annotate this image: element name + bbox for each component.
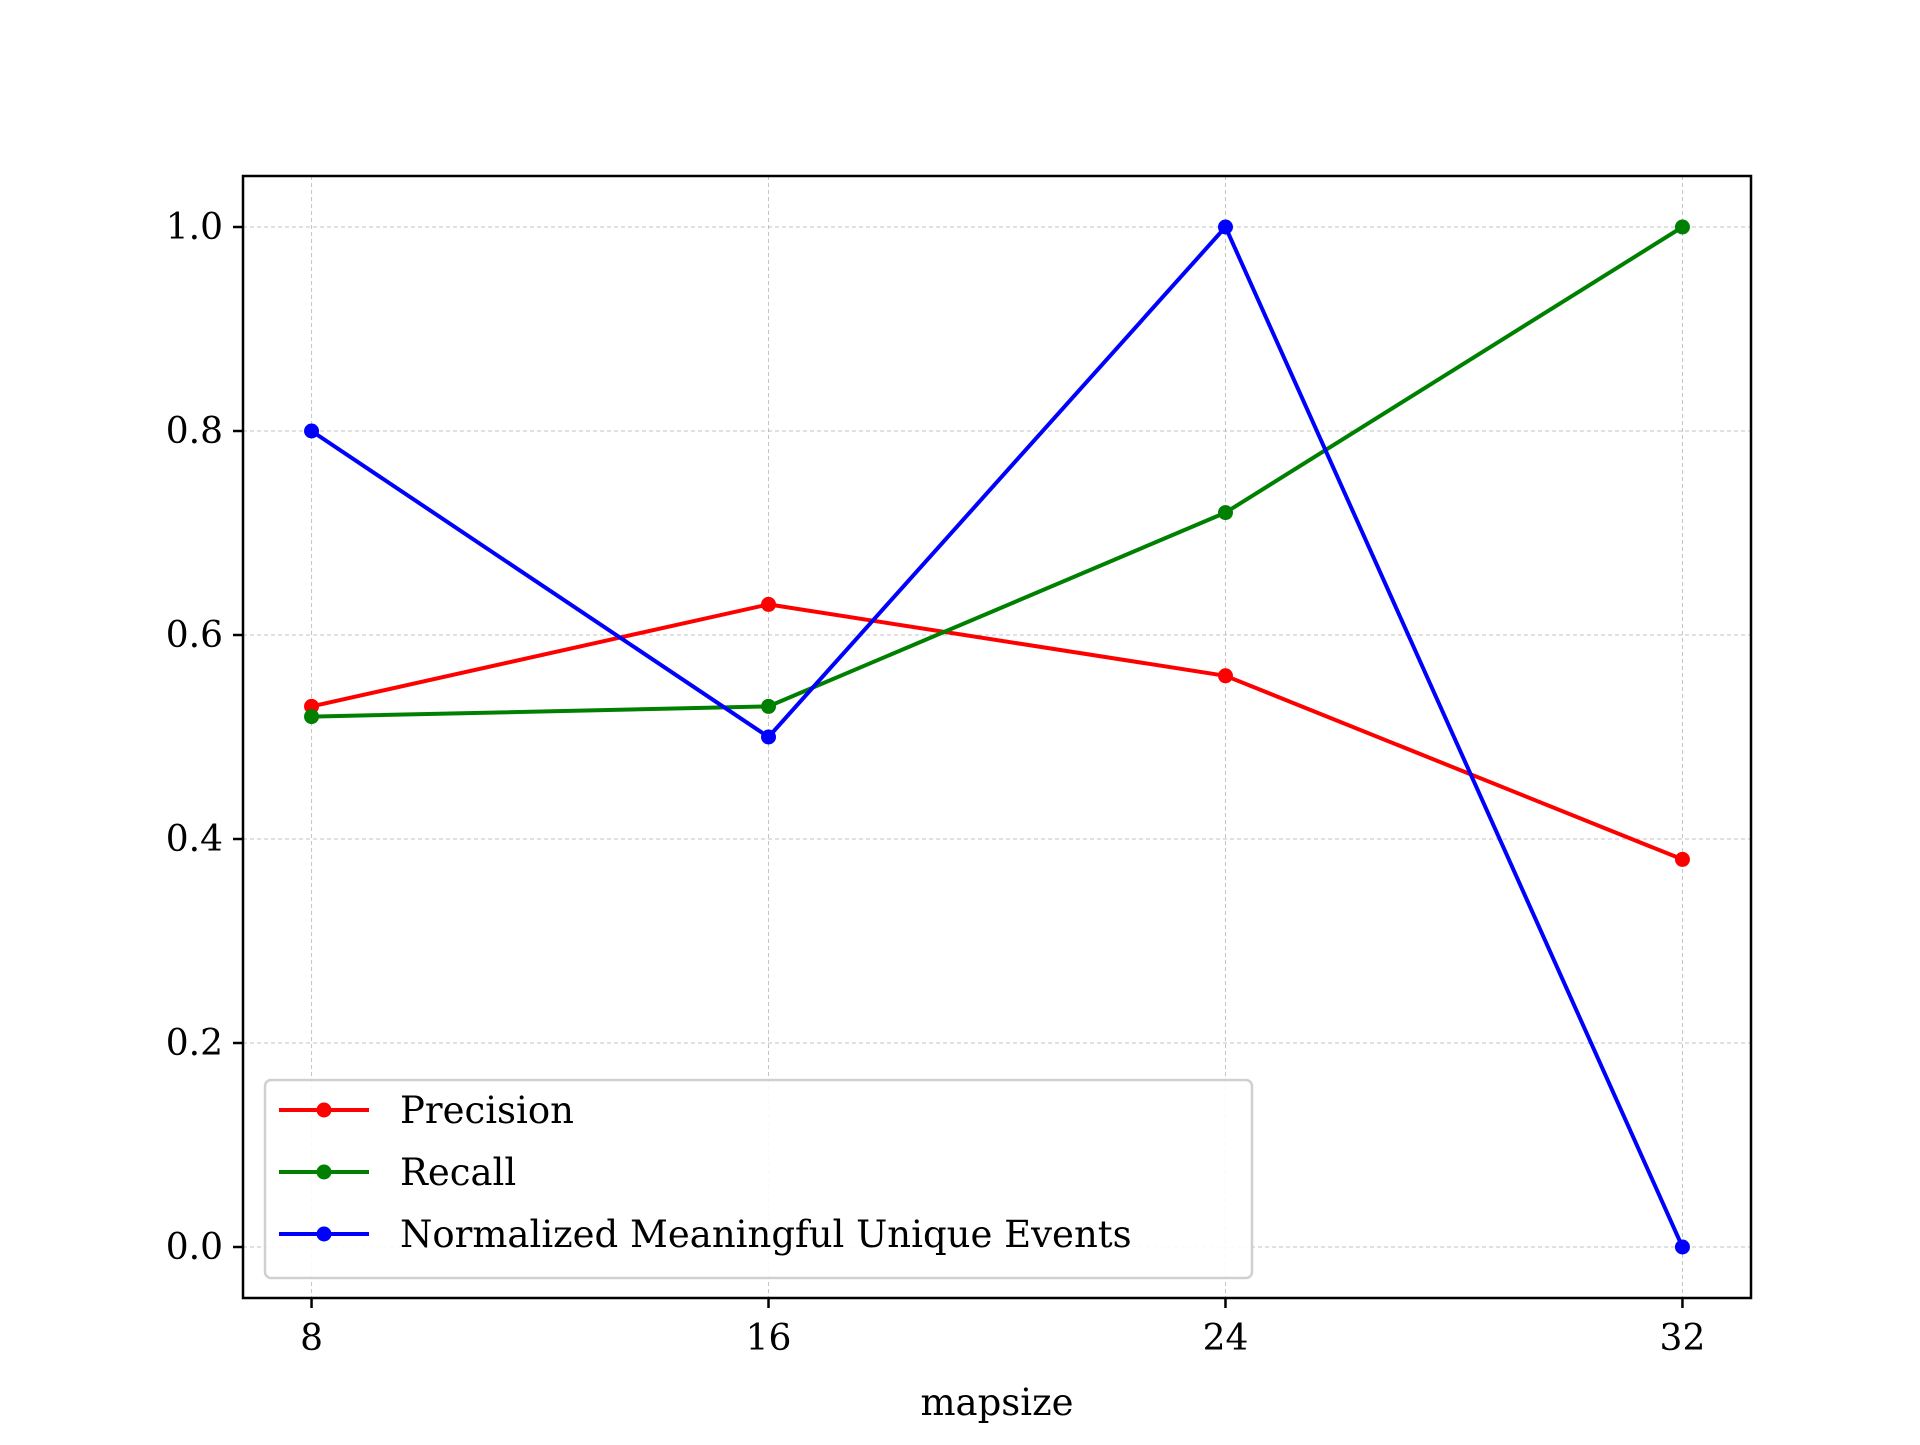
y-tick-label: 0.4 [166, 819, 223, 860]
y-tick-label: 1.0 [166, 207, 223, 248]
data-point [1674, 219, 1690, 235]
x-tick-label: 16 [746, 1318, 792, 1359]
legend-marker [316, 1164, 332, 1180]
data-point [1217, 219, 1233, 235]
data-point [304, 709, 320, 725]
legend-label: Recall [400, 1151, 516, 1194]
data-point [761, 729, 777, 745]
legend-box [263, 1078, 1254, 1280]
x-tick-label: 24 [1203, 1318, 1249, 1359]
series-line [311, 602, 1684, 862]
y-tick-label: 0.8 [166, 411, 223, 452]
series-layer [304, 219, 1690, 1255]
series-line [311, 225, 1684, 719]
axis-ticks: 8 16 24 32 0.0 0.2 0.4 0.6 0.8 1.0 [166, 207, 1706, 1359]
series-0 [304, 596, 1690, 867]
data-point [1674, 1239, 1690, 1255]
data-point [761, 596, 777, 612]
plot-frame [241, 174, 1753, 1300]
legend-label: Precision [400, 1089, 574, 1132]
data-point [761, 698, 777, 714]
x-tick-label: 8 [300, 1318, 323, 1359]
series-2 [304, 219, 1690, 1255]
legend-label: Normalized Meaningful Unique Events [400, 1213, 1132, 1256]
legend-marker [316, 1226, 332, 1242]
data-point [1217, 505, 1233, 521]
legend-item: Recall [279, 1151, 516, 1194]
x-axis-label: mapsize [920, 1381, 1073, 1424]
y-tick-label: 0.6 [166, 615, 223, 656]
data-point [1217, 668, 1233, 684]
y-tick-label: 0.2 [166, 1023, 223, 1064]
data-point [304, 423, 320, 439]
x-tick-label: 32 [1660, 1318, 1706, 1359]
y-tick-label: 0.0 [166, 1227, 223, 1268]
data-point [1674, 851, 1690, 867]
series-1 [304, 219, 1690, 725]
series-line [310, 225, 1685, 1248]
legend-item: Normalized Meaningful Unique Events [279, 1213, 1132, 1256]
legend: Precision Recall Normalized Meaningful Uni… [263, 1078, 1254, 1280]
legend-item: Precision [279, 1089, 574, 1132]
legend-marker [316, 1102, 332, 1118]
